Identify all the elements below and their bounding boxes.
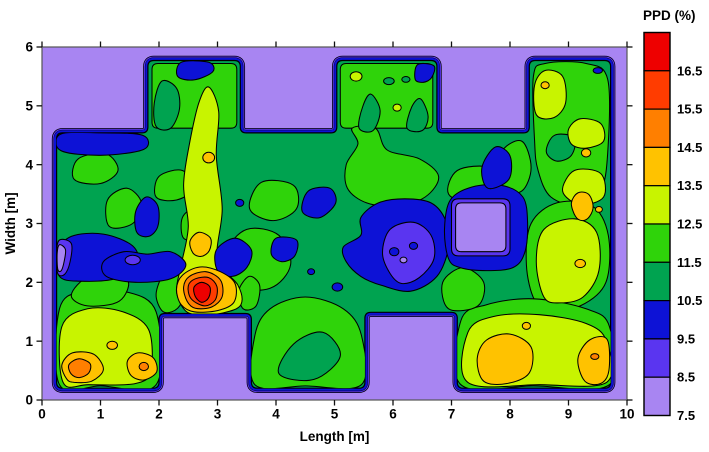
contour-region-b — [592, 67, 603, 74]
contour-region-g2 — [248, 179, 300, 222]
colorbar-tick-label: 10.5 — [677, 293, 702, 308]
contour-region-yo — [476, 333, 534, 385]
colorbar-tick-label: 15.5 — [677, 102, 702, 117]
x-tick-label: 9 — [565, 407, 573, 422]
contour-region-yo — [577, 335, 611, 386]
contour-region-v — [124, 254, 141, 266]
contour-region-b — [389, 247, 400, 257]
y-tick-label: 4 — [25, 157, 33, 172]
colorbar-tick-label: 9.5 — [677, 331, 695, 346]
contour-region-y — [175, 86, 243, 316]
contour-region-b — [214, 237, 253, 277]
colorbar-tick-label: 8.5 — [677, 370, 695, 385]
contour-region-g2 — [71, 152, 119, 185]
contour-region-yo — [521, 321, 532, 330]
colorbar-tick-label: 7.5 — [677, 408, 695, 423]
contour-region-b — [481, 146, 513, 190]
colorbar-segment — [643, 376, 671, 417]
contour-region-b — [56, 131, 150, 156]
contour-region-y — [349, 71, 363, 82]
contour-region-yo — [540, 81, 550, 90]
colorbar-segment — [643, 300, 671, 340]
contour-region-v — [381, 221, 436, 285]
x-tick-label: 7 — [448, 407, 456, 422]
colorbar-tick-label: 12.5 — [677, 217, 702, 232]
contour-region-y — [392, 103, 402, 112]
y-tick-label: 3 — [25, 216, 33, 231]
colorbar-segment — [643, 338, 671, 378]
contour-region-p — [56, 244, 67, 273]
contour-region-yo — [570, 191, 594, 222]
contour-region-y — [535, 218, 601, 304]
contour-region-yo — [574, 258, 587, 269]
contour-region-p — [455, 202, 507, 253]
colorbar-tick-label: 13.5 — [677, 178, 702, 193]
contour-region-yo — [202, 151, 216, 164]
contour-region-b — [408, 241, 419, 250]
contour-region-b — [331, 282, 344, 292]
x-tick-label: 1 — [97, 407, 105, 422]
contour-region-g1 — [401, 76, 411, 83]
contour-region-p — [399, 256, 408, 264]
contour-region-yo — [106, 340, 118, 350]
y-tick-label: 2 — [25, 275, 33, 290]
y-axis: 0 1 2 3 4 5 6 — [25, 40, 633, 408]
y-tick-label: 5 — [25, 98, 33, 113]
contour-region-b — [101, 250, 187, 283]
contour-region-b — [414, 62, 436, 83]
contour-region-b — [176, 60, 215, 81]
colorbar-segment — [643, 261, 671, 302]
x-tick-label: 4 — [272, 407, 280, 422]
colorbar-tick-label: 16.5 — [677, 63, 702, 78]
contour-region-g2 — [105, 187, 143, 229]
contour-region-b — [307, 268, 316, 276]
x-tick-label: 2 — [155, 407, 163, 422]
colorbar-segment — [643, 185, 671, 225]
x-tick-label: 8 — [506, 407, 514, 422]
contour-regions — [56, 60, 611, 389]
contour-region-yo — [580, 148, 592, 158]
colorbar-segment — [643, 70, 671, 110]
colorbar-tick-label: 14.5 — [677, 140, 702, 155]
colorbar-segment — [643, 108, 671, 148]
x-tick-label: 5 — [331, 407, 339, 422]
contour-region-y — [567, 118, 606, 149]
x-axis-title: Length [m] — [300, 429, 370, 444]
colorbar-title: PPD (%) — [643, 8, 696, 23]
contour-region-b — [270, 236, 299, 263]
colorbar-segment — [643, 31, 671, 72]
contour-region-r — [193, 281, 211, 303]
contour-region-b — [134, 196, 160, 238]
contour-region-o — [67, 358, 92, 379]
colorbar-segment — [643, 146, 671, 187]
contour-region-yo — [594, 206, 603, 213]
contour-region-g1 — [153, 80, 181, 131]
contour-region-b — [235, 198, 245, 207]
contour-region-g1 — [383, 77, 395, 86]
y-tick-label: 1 — [25, 334, 33, 349]
contour-region-g1 — [277, 331, 341, 382]
colorbar-segment — [643, 223, 671, 263]
x-tick-label: 10 — [619, 407, 634, 422]
x-tick-label: 6 — [389, 407, 397, 422]
contour-region-b — [301, 186, 337, 219]
colorbar: PPD (%) 16.5 15.5 14.5 13.5 12.5 11.5 10.5 9.5 8.… — [643, 8, 702, 423]
y-axis-title: Width [m] — [3, 192, 18, 254]
contour-region-yo — [189, 231, 212, 257]
x-tick-label: 3 — [214, 407, 222, 422]
contour-region-o — [590, 353, 600, 360]
y-tick-label: 6 — [25, 40, 33, 55]
x-axis: 0 1 2 3 4 5 6 7 8 9 10 — [38, 41, 635, 422]
y-tick-label: 0 — [25, 393, 33, 408]
contour-region-o — [138, 361, 150, 372]
colorbar-tick-label: 11.5 — [677, 255, 702, 270]
x-tick-label: 0 — [38, 407, 46, 422]
contour-region-g1 — [358, 93, 381, 133]
contour-region-y — [533, 69, 567, 120]
contour-region-g1 — [406, 97, 429, 133]
contour-region-g2 — [441, 267, 486, 312]
